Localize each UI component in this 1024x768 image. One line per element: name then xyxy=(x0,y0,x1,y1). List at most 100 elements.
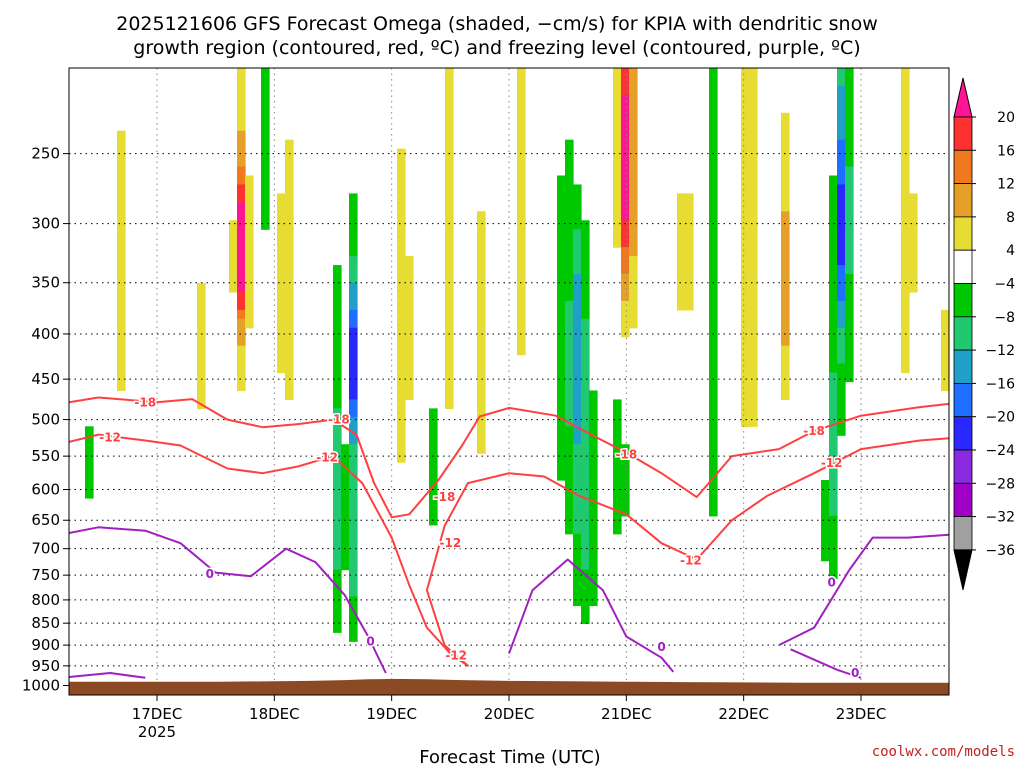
omega-cell xyxy=(557,256,566,266)
y-tick-label: 450 xyxy=(31,370,60,388)
omega-cell xyxy=(909,229,918,239)
omega-cell xyxy=(901,229,910,239)
omega-cell xyxy=(629,318,638,329)
omega-cell xyxy=(741,282,750,293)
omega-cell xyxy=(261,139,270,150)
contour-zero-label: 0 xyxy=(366,635,374,649)
omega-cell xyxy=(445,354,454,365)
omega-cell xyxy=(117,211,126,221)
omega-cell xyxy=(621,471,630,481)
y-tick-label: 600 xyxy=(31,481,60,499)
omega-cell xyxy=(629,85,638,96)
omega-cell xyxy=(589,399,598,409)
omega-cell xyxy=(341,453,350,463)
omega-cell xyxy=(405,363,414,374)
omega-cell xyxy=(349,560,358,571)
omega-cell xyxy=(629,166,638,177)
omega-cell xyxy=(901,112,910,123)
omega-cell xyxy=(573,444,582,454)
colorbar-label: −4 xyxy=(994,277,1015,293)
omega-cell xyxy=(261,94,270,105)
omega-cell xyxy=(517,229,526,239)
omega-cell xyxy=(565,372,574,383)
omega-cell xyxy=(261,175,270,186)
omega-cell xyxy=(85,471,94,481)
omega-cell xyxy=(837,336,846,347)
omega-cell xyxy=(517,274,526,284)
omega-cell xyxy=(445,130,454,141)
omega-cell xyxy=(749,220,758,230)
omega-cell xyxy=(333,533,342,544)
omega-cell xyxy=(845,274,854,284)
omega-cell xyxy=(709,345,718,356)
omega-cell xyxy=(709,435,718,445)
colorbar-segment xyxy=(953,516,973,551)
omega-cell xyxy=(613,184,622,194)
omega-cell xyxy=(741,417,750,427)
omega-cell xyxy=(445,166,454,177)
omega-cell xyxy=(781,157,790,168)
omega-cell xyxy=(613,435,622,445)
colorbar-label: 20 xyxy=(997,110,1015,126)
omega-cell xyxy=(573,569,582,580)
omega-cell xyxy=(829,381,838,392)
omega-cell xyxy=(517,238,526,248)
colorbar-label: −12 xyxy=(985,343,1015,359)
omega-cell xyxy=(245,211,254,221)
omega-cell xyxy=(589,569,598,580)
omega-cell xyxy=(781,381,790,392)
omega-cell xyxy=(349,274,358,284)
y-tick-label: 350 xyxy=(31,274,60,292)
omega-cell xyxy=(397,417,406,427)
omega-cell xyxy=(285,166,294,177)
omega-cell xyxy=(613,202,622,212)
omega-cell xyxy=(589,435,598,445)
omega-cell xyxy=(477,363,486,374)
omega-cell xyxy=(445,68,454,78)
omega-cell xyxy=(477,399,486,409)
omega-cell xyxy=(621,211,630,221)
omega-cell xyxy=(709,453,718,463)
omega-cell xyxy=(429,435,438,445)
omega-cell xyxy=(229,220,238,230)
omega-cell xyxy=(565,300,574,311)
omega-cell xyxy=(829,399,838,409)
omega-cell xyxy=(573,238,582,248)
omega-cell xyxy=(829,515,838,526)
omega-cell xyxy=(589,444,598,454)
omega-cell xyxy=(333,497,342,508)
omega-cell xyxy=(829,363,838,374)
omega-cell xyxy=(749,85,758,96)
omega-cell xyxy=(445,184,454,194)
omega-cell xyxy=(685,202,694,212)
omega-cell xyxy=(349,524,358,535)
omega-cell xyxy=(829,256,838,266)
omega-cell xyxy=(829,291,838,302)
omega-cell xyxy=(349,390,358,401)
omega-cell xyxy=(581,435,590,445)
omega-cell xyxy=(749,112,758,123)
omega-cell xyxy=(517,318,526,329)
omega-cell xyxy=(445,202,454,212)
omega-cell xyxy=(837,381,846,392)
omega-cell xyxy=(901,121,910,132)
omega-cell xyxy=(749,139,758,150)
omega-cell xyxy=(117,291,126,302)
omega-cell xyxy=(901,130,910,141)
omega-cell xyxy=(405,282,414,293)
omega-cell xyxy=(237,282,246,293)
omega-cell xyxy=(581,238,590,248)
omega-cell xyxy=(397,265,406,275)
omega-cell xyxy=(349,381,358,392)
omega-cell xyxy=(285,363,294,374)
omega-cell xyxy=(565,282,574,293)
omega-cell xyxy=(613,497,622,508)
omega-cell xyxy=(741,336,750,347)
omega-cell xyxy=(261,220,270,230)
omega-cell xyxy=(709,372,718,383)
omega-cell xyxy=(613,471,622,481)
omega-cell xyxy=(613,408,622,418)
omega-cell xyxy=(749,238,758,248)
omega-cell xyxy=(397,202,406,212)
omega-cell xyxy=(197,390,206,401)
